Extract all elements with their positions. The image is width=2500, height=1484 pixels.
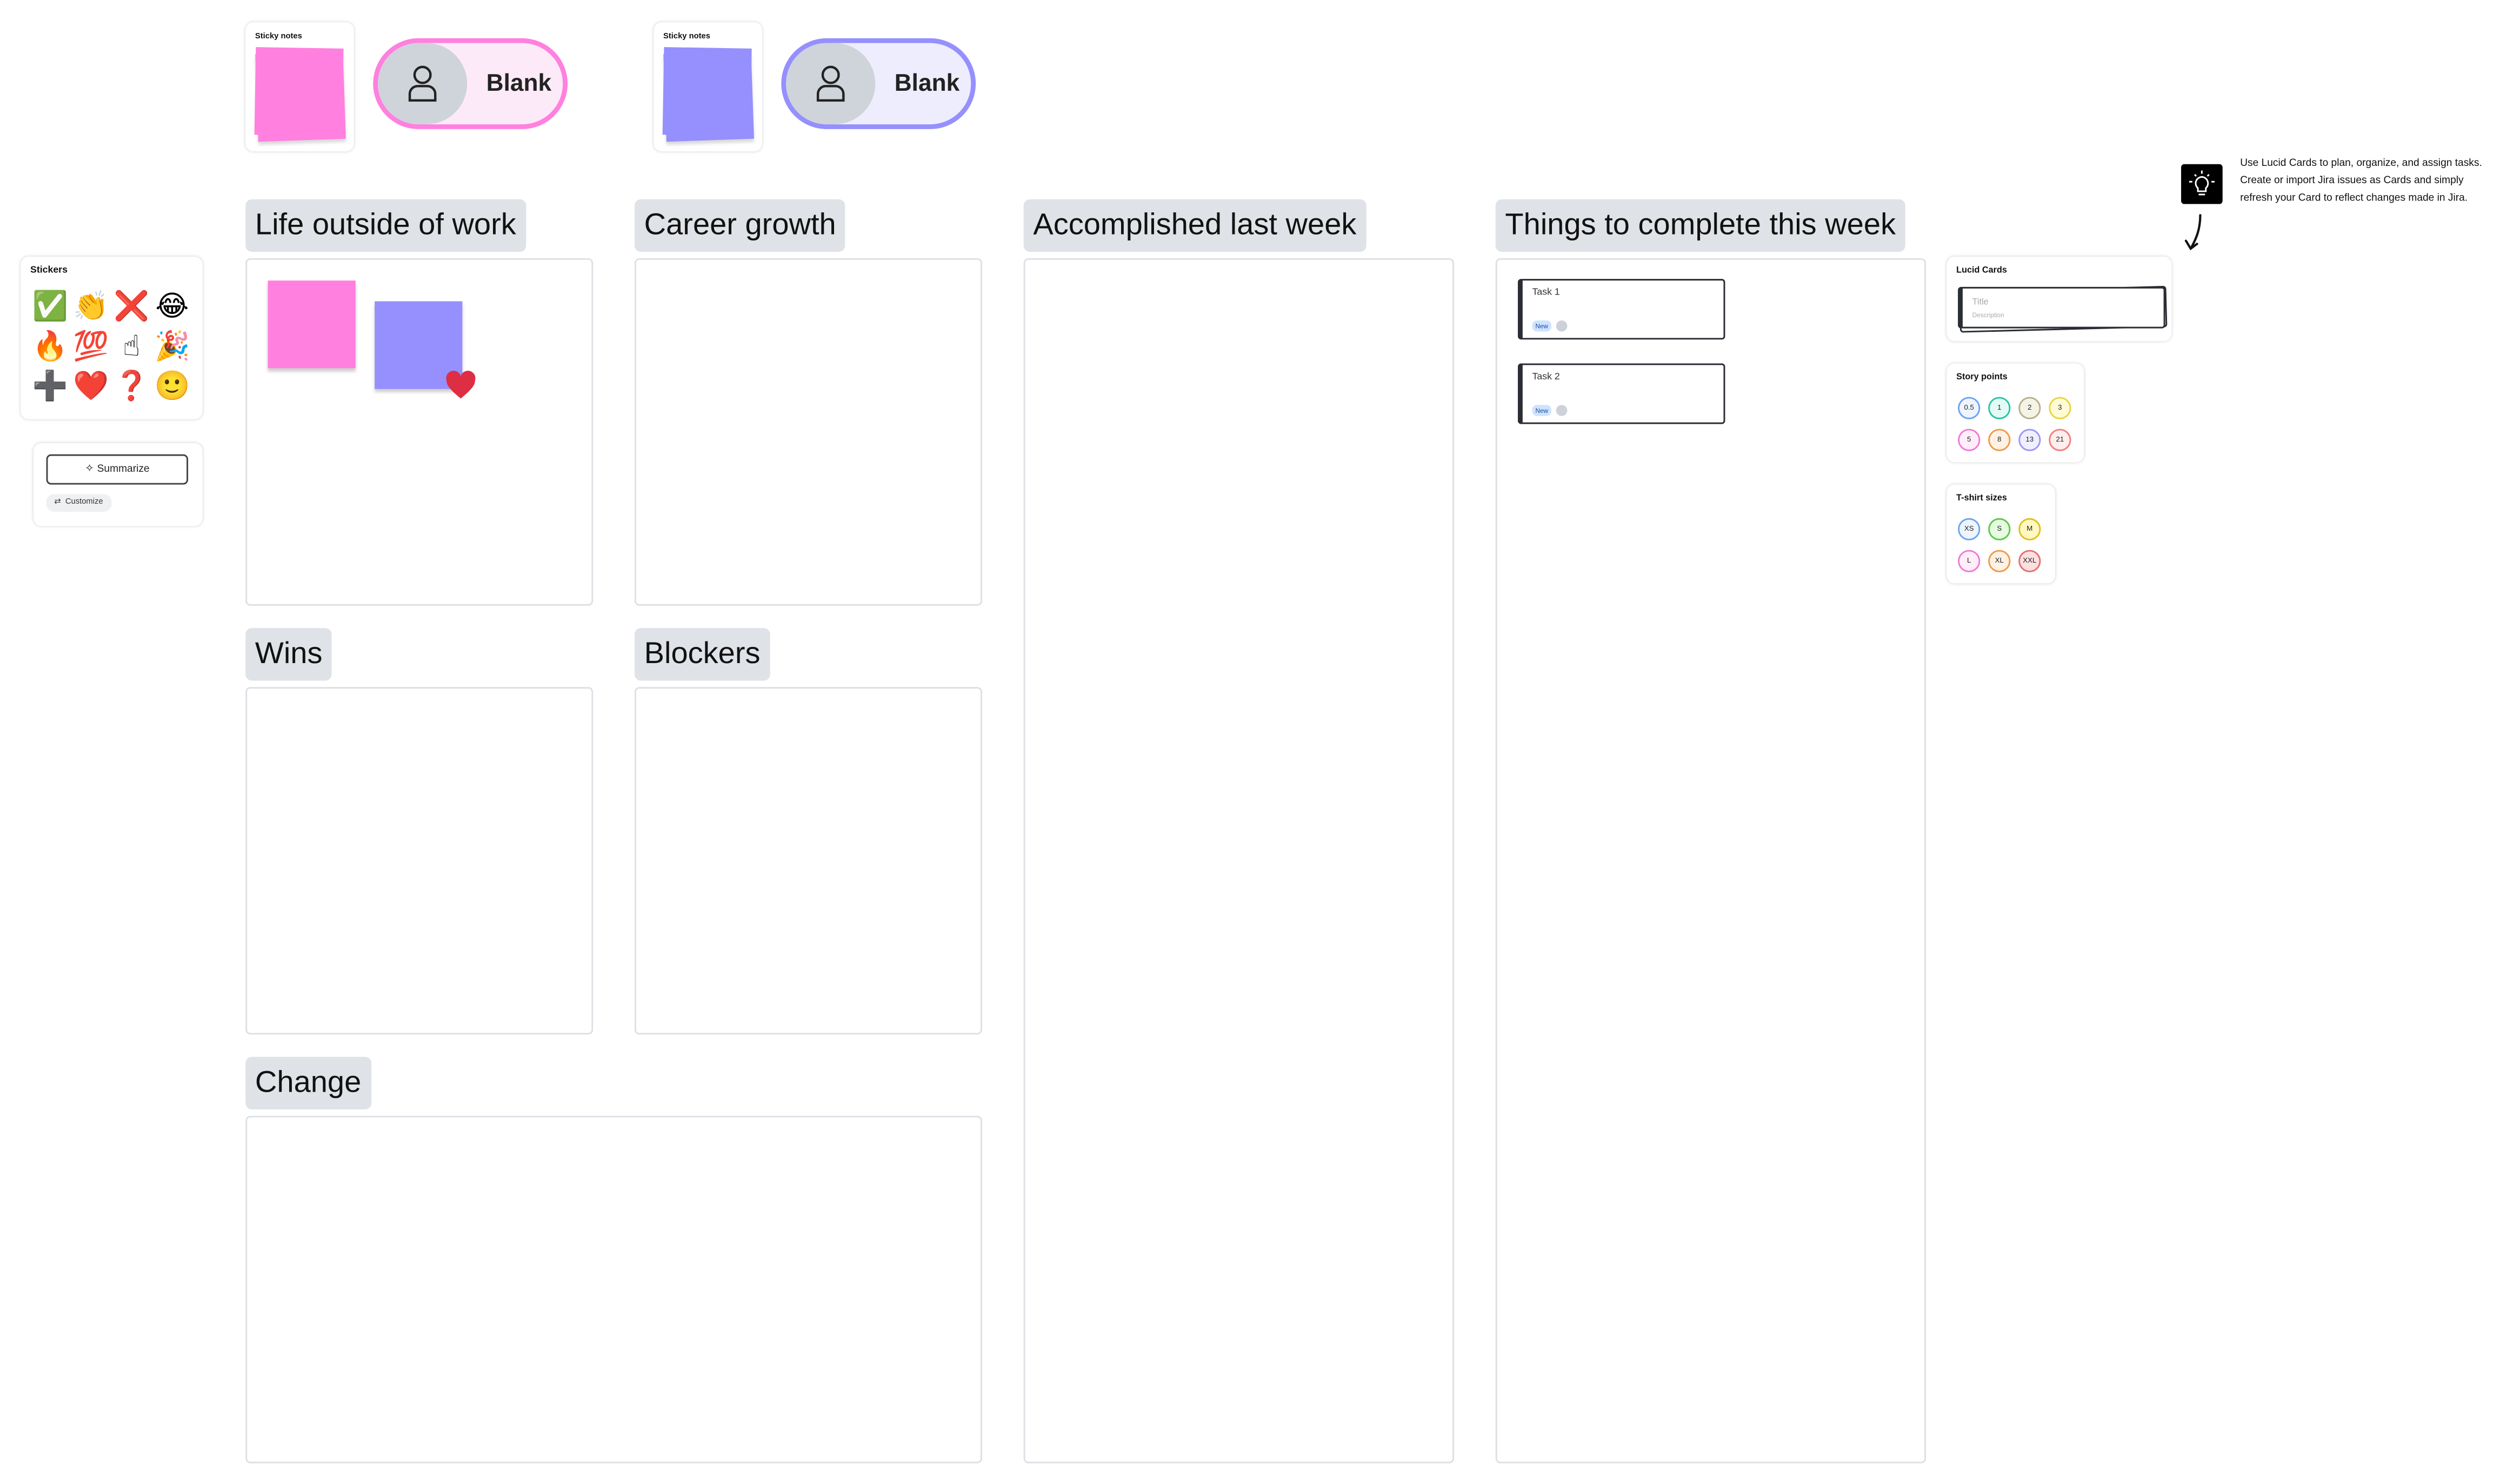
section-change[interactable] [245,1115,982,1463]
assignee-avatar[interactable] [1556,320,1568,332]
section-career-growth[interactable] [634,258,982,606]
lucid-cards-panel[interactable]: Lucid Cards Title Description [1946,256,2172,342]
sticker[interactable]: 😂 [155,290,189,324]
sticky-notes-pink-panel[interactable]: Sticky notes [245,22,354,152]
user-icon [408,65,437,102]
stickers-panel: Stickers ✅ 👏 ❌ 😂 🔥 💯 ☝ 🎉 ➕ ❤️ ❓ 🙂 [21,256,203,419]
section-header-life-outside-work: Life outside of work [245,199,526,252]
panel-title: Stickers [30,266,68,276]
status-badge[interactable]: New [1532,320,1552,332]
estimate-chip[interactable]: S [1988,518,2011,540]
sliders-icon: ⇄ [54,497,61,507]
customize-label: Customize [65,497,103,507]
sticky-note-stack-pink[interactable] [254,47,346,142]
sticker[interactable]: 💯 [73,330,109,364]
estimate-chip[interactable]: 3 [2049,397,2071,419]
task-title: Task 1 [1532,288,1560,298]
panel-title: Lucid Cards [1956,266,2007,276]
panel-title: Sticky notes [255,31,302,42]
section-header-wins: Wins [245,628,332,681]
estimate-chip[interactable]: 2 [2018,397,2041,419]
card-description-placeholder: Description [1972,311,2004,319]
section-things-to-complete[interactable]: Task 1 New Task 2 New [1495,258,1926,1463]
estimate-chip[interactable]: XL [1988,550,2011,572]
sticker[interactable]: ➕ [32,370,68,404]
estimate-chip[interactable]: L [1958,550,1981,572]
task-card[interactable]: Task 2 New [1518,363,1725,424]
sticker[interactable]: 🎉 [154,330,190,364]
arrow-down-icon [2184,214,2202,251]
assignee-avatar[interactable] [1556,405,1568,416]
blank-pink-template[interactable]: Blank [373,38,568,129]
card-title-placeholder: Title [1972,298,1989,308]
panel-title: Story points [1956,373,2008,383]
task-card[interactable]: Task 1 New [1518,279,1725,340]
section-header-career-growth: Career growth [634,199,846,252]
avatar [786,43,876,125]
section-header-change: Change [245,1057,371,1109]
lucid-card-template[interactable]: Title Description [1958,286,2165,329]
estimate-chip[interactable]: 8 [1988,429,2011,451]
section-header-things-to-complete: Things to complete this week [1495,199,1905,252]
task-title: Task 2 [1532,373,1560,383]
sparkle-icon: ✧ [84,464,95,475]
estimate-chip[interactable]: 1 [1988,397,2011,419]
customize-button[interactable]: ⇄ Customize [46,494,111,512]
avatar [378,43,468,125]
sticker[interactable]: ❌ [114,290,150,324]
tshirt-sizes-chips: XS S M L XL XXL [1958,518,2041,572]
summarize-label: Summarize [97,464,150,475]
sticky-note-pink[interactable] [268,280,356,369]
status-badge[interactable]: New [1532,405,1552,416]
section-accomplished[interactable] [1023,258,1455,1463]
lucid-cards-tip: Use Lucid Cards to plan, organize, and a… [2240,158,2482,204]
section-header-blockers: Blockers [634,628,770,681]
sticker[interactable]: 🔥 [32,330,68,364]
story-points-chips: 0.5 1 2 3 5 8 13 21 [1958,397,2071,451]
sticker[interactable]: ☝ [123,330,141,364]
sticker-grid: ✅ 👏 ❌ 😂 🔥 💯 ☝ 🎉 ➕ ❤️ ❓ 🙂 [30,287,193,406]
heart-icon[interactable] [445,370,477,402]
story-points-panel: Story points 0.5 1 2 3 5 8 13 21 [1946,363,2084,463]
sticky-notes-purple-panel[interactable]: Sticky notes [654,22,762,152]
blank-label: Blank [486,70,552,97]
estimate-chip[interactable]: XS [1958,518,1981,540]
sticker[interactable]: 🙂 [154,370,190,404]
section-blockers[interactable] [634,687,982,1035]
estimate-chip[interactable]: 0.5 [1958,397,1981,419]
sticky-note-stack-purple[interactable] [662,47,754,142]
blank-label: Blank [894,70,960,97]
estimate-chip[interactable]: 13 [2018,429,2041,451]
sticker[interactable]: ✅ [32,290,68,324]
estimate-chip[interactable]: 21 [2049,429,2071,451]
sticker[interactable]: ❓ [114,370,150,404]
estimate-chip[interactable]: 5 [1958,429,1981,451]
blank-purple-template[interactable]: Blank [781,38,976,129]
lightbulb-icon [2181,164,2223,204]
section-header-accomplished: Accomplished last week [1023,199,1366,252]
summarize-button[interactable]: ✧ Summarize [46,454,189,485]
sticker[interactable]: ❤️ [73,370,109,404]
panel-title: Sticky notes [663,31,710,42]
estimate-chip[interactable]: M [2018,518,2041,540]
estimate-chip[interactable]: XXL [2018,550,2041,572]
sticker[interactable]: 👏 [73,290,109,324]
panel-title: T-shirt sizes [1956,494,2007,504]
section-wins[interactable] [245,687,594,1035]
section-life-outside-work[interactable] [245,258,594,606]
user-icon [816,65,845,102]
tshirt-sizes-panel: T-shirt sizes XS S M L XL XXL [1946,484,2056,584]
ai-panel: ✧ Summarize ⇄ Customize [33,443,203,526]
